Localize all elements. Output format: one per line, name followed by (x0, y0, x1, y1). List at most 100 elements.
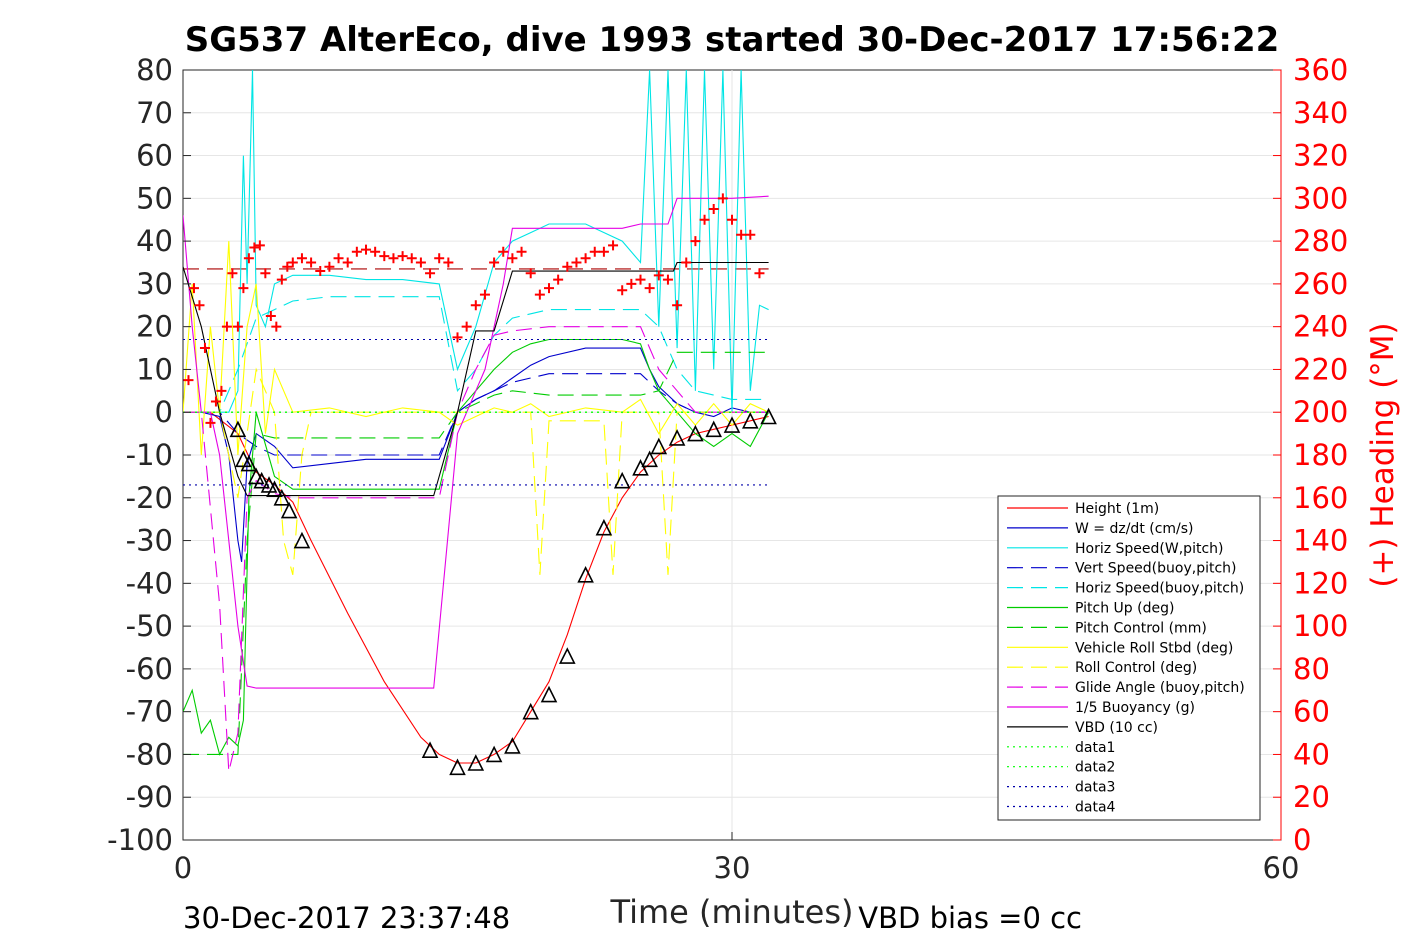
y-tick-label: -60 (126, 652, 173, 686)
series-line-6 (183, 351, 769, 755)
heading-point (243, 253, 254, 264)
heading-point (626, 278, 637, 289)
heading-point (276, 274, 287, 285)
depth-marker (742, 411, 759, 429)
y2-tick-label: 360 (1293, 53, 1348, 87)
y2-tick-label: 300 (1293, 181, 1348, 215)
depth-marker (280, 501, 298, 519)
heading-point (342, 257, 353, 268)
heading-point (351, 246, 362, 257)
y2-tick-label: 60 (1293, 695, 1330, 729)
legend-label: Vert Speed(buoy,pitch) (1075, 561, 1237, 577)
y-tick-label: 60 (136, 139, 173, 173)
heading-point (708, 204, 719, 215)
depth-marker (613, 471, 631, 489)
heading-point (282, 261, 293, 272)
legend-label: Horiz Speed(W,pitch) (1075, 541, 1223, 557)
heading-point (361, 244, 371, 255)
y2-tick-label: 220 (1293, 352, 1348, 386)
heading-point (238, 283, 249, 294)
heading-point (662, 274, 673, 285)
depth-marker (687, 424, 704, 442)
y2-axis-label: (+) Heading (°M) (1365, 322, 1401, 587)
legend-label: Height (1m) (1075, 501, 1159, 517)
heading-point (333, 253, 344, 264)
legend-label: Pitch Control (mm) (1075, 620, 1207, 636)
depth-marker (293, 531, 311, 549)
heading-point (479, 289, 490, 300)
legend-label: Vehicle Roll Stbd (deg) (1075, 640, 1233, 656)
series-line-11 (183, 261, 769, 497)
heading-point (296, 253, 307, 264)
heading-point (644, 283, 655, 294)
y2-tick-label: 280 (1293, 224, 1348, 258)
heading-point (397, 251, 408, 262)
y2-tick-label: 260 (1293, 267, 1348, 301)
depth-marker (632, 459, 649, 476)
heading-point (324, 261, 335, 272)
y-tick-label: 40 (136, 224, 173, 258)
depth-marker (504, 737, 521, 754)
heading-point (249, 242, 260, 253)
legend-label: Pitch Up (deg) (1075, 601, 1174, 617)
heading-point (598, 246, 609, 257)
heading-point (434, 253, 445, 264)
footer-timestamp: 30-Dec-2017 23:37:48 (183, 901, 510, 935)
legend-label: Glide Angle (buoy,pitch) (1075, 680, 1245, 696)
heading-point (452, 332, 463, 343)
legend-items: Height (1m) W = dz/dt (cm/s) Horiz Speed(W… (1007, 501, 1245, 816)
y-tick-label: -90 (126, 780, 173, 814)
heading-point (489, 257, 500, 268)
depth-marker (540, 685, 558, 703)
heading-point (727, 214, 737, 225)
heading-point (507, 253, 518, 264)
legend-label: data2 (1075, 760, 1115, 776)
legend-label: VBD (10 cc) (1075, 720, 1158, 736)
heading-point (470, 300, 481, 311)
x-axis-label: Time (minutes) (610, 893, 854, 931)
y2-tick-label: 100 (1293, 609, 1348, 643)
heading-point (183, 375, 194, 386)
y2-tick-label: 20 (1293, 780, 1330, 814)
legend-label: Horiz Speed(buoy,pitch) (1075, 581, 1244, 597)
depth-marker (650, 437, 668, 455)
depth-marker (577, 565, 594, 583)
heading-point (562, 261, 573, 272)
heading-point (227, 268, 238, 279)
y-tick-label: -100 (107, 823, 173, 857)
heading-point (306, 257, 317, 268)
heading-point (425, 268, 436, 279)
x-tick-label: 30 (714, 851, 751, 885)
heading-point (443, 257, 454, 268)
x-tick-label: 0 (174, 851, 192, 885)
ticks-layer: 80706050403020100-10-20-30-40-50-60-70-8… (107, 53, 1348, 885)
legend-box (997, 495, 1261, 821)
depth-marker (595, 518, 613, 536)
depth-marker (668, 429, 686, 446)
heading-point (534, 289, 545, 300)
heading-point (653, 270, 664, 281)
legend: Height (1m) W = dz/dt (cm/s) Horiz Speed(W… (997, 495, 1261, 821)
heading-point (315, 266, 326, 277)
heading-point (221, 321, 232, 332)
heading-point (210, 396, 221, 407)
heading-point (199, 343, 210, 354)
y-tick-label: 50 (136, 181, 173, 215)
heading-point (745, 229, 756, 240)
heading-point (287, 257, 298, 268)
depth-marker (641, 450, 658, 468)
y-tick-label: -20 (126, 481, 173, 515)
heading-point (525, 268, 536, 279)
depth-marker (240, 454, 258, 472)
legend-label: data1 (1075, 740, 1115, 756)
y-tick-label: 10 (136, 352, 173, 386)
depth-marker (421, 741, 439, 758)
y-tick-label: 30 (136, 267, 173, 301)
heading-point (544, 283, 554, 294)
heading-point (232, 321, 243, 332)
y-tick-label: 0 (155, 395, 173, 429)
heading-point (265, 310, 276, 321)
series-line-9 (183, 326, 769, 772)
